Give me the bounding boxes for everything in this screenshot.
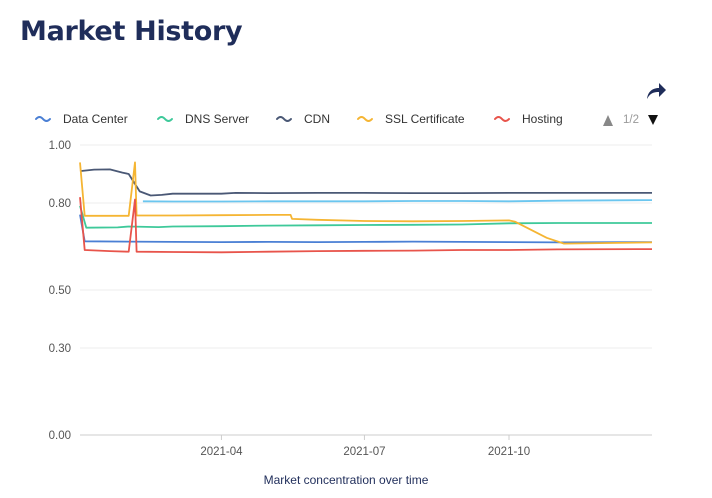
chart-caption: Market concentration over time (264, 473, 429, 487)
legend-item[interactable]: DNS Server (157, 112, 249, 126)
legend-label: Hosting (522, 112, 563, 126)
x-tick-label: 2021-10 (488, 446, 530, 458)
legend-page-indicator: 1/2 (623, 114, 639, 126)
legend-label: Data Center (63, 112, 128, 126)
legend-item[interactable]: Hosting (494, 112, 563, 126)
series-line-3[interactable] (79, 161, 653, 245)
legend-item[interactable]: Data Center (35, 112, 128, 126)
legend-page-up-icon[interactable] (603, 115, 613, 126)
grid (80, 144, 652, 436)
series-line-5[interactable] (142, 199, 653, 203)
series-line-1[interactable] (79, 205, 652, 229)
legend-item[interactable]: SSL Certificate (357, 112, 465, 126)
legend-swatch-icon (276, 116, 292, 122)
axes: 0.00 0.30 0.50 0.80 1.00 2021-04 2021-07 2021-1… (49, 140, 531, 458)
x-tick-label: 2021-07 (343, 446, 385, 458)
share-icon[interactable] (644, 80, 668, 102)
legend-swatch-icon (357, 116, 373, 122)
y-tick-label: 0.80 (49, 198, 71, 210)
series-line-4[interactable] (79, 197, 653, 254)
series-line-0[interactable] (79, 214, 653, 244)
y-tick-label: 0.00 (49, 430, 71, 442)
y-tick-label: 0.50 (49, 285, 71, 297)
legend-item[interactable]: CDN (276, 112, 330, 126)
legend: Data Center DNS Server CDN SSL Certificate H… (35, 112, 563, 126)
series (79, 161, 653, 254)
legend-swatch-icon (157, 116, 173, 122)
y-tick-label: 0.30 (49, 343, 71, 355)
legend-label: CDN (304, 112, 330, 126)
legend-label: DNS Server (185, 112, 249, 126)
page-title: Market History (20, 16, 243, 47)
legend-label: SSL Certificate (385, 112, 465, 126)
legend-pager: 1/2 (603, 114, 658, 126)
x-tick-label: 2021-04 (200, 446, 243, 458)
legend-page-down-icon[interactable] (648, 115, 658, 125)
series-line-2[interactable] (79, 168, 652, 197)
y-tick-label: 1.00 (49, 140, 71, 152)
legend-swatch-icon (494, 116, 510, 122)
legend-swatch-icon (35, 116, 51, 122)
